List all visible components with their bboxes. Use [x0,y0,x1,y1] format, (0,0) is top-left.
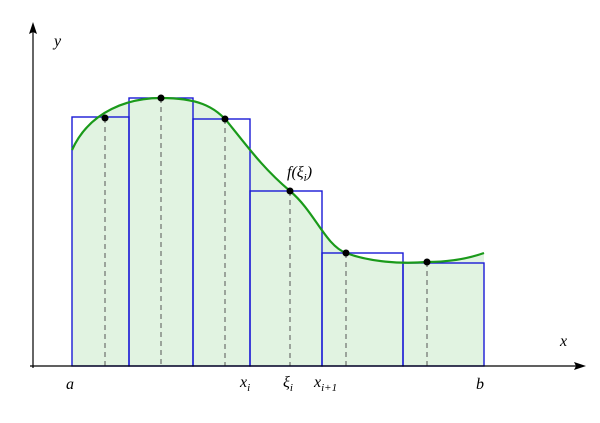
point [221,115,229,123]
y-axis-label: y [52,33,62,50]
sample-points [101,94,431,266]
x-axis-label: x [559,333,567,350]
label-sub: i [247,382,250,394]
point-label: ξi [283,374,293,394]
point-label: xi [239,374,250,394]
point [101,114,109,122]
x-arrow [574,362,586,370]
label-base: ξ [283,374,290,391]
label-base: x [239,374,247,391]
point [342,249,350,257]
point-label: b [476,376,484,393]
label-base: x [313,374,321,391]
point [286,187,294,195]
y-arrow [29,22,37,34]
axes [30,30,578,368]
point [157,94,165,102]
annotation-base: f(ξ [287,164,304,181]
point [423,258,431,266]
annotation-sub: i [304,172,307,184]
function-annotation: f(ξi) [287,164,312,184]
annotation-close: ) [306,164,312,181]
label-base: a [66,376,74,393]
label-base: b [476,376,484,393]
area-under-curve [72,98,484,366]
label-sub: i+1 [321,382,337,394]
point-label: xi+1 [313,374,337,394]
sample-lines [104,98,428,366]
label-sub: i [290,382,293,394]
point-label: a [66,376,74,393]
